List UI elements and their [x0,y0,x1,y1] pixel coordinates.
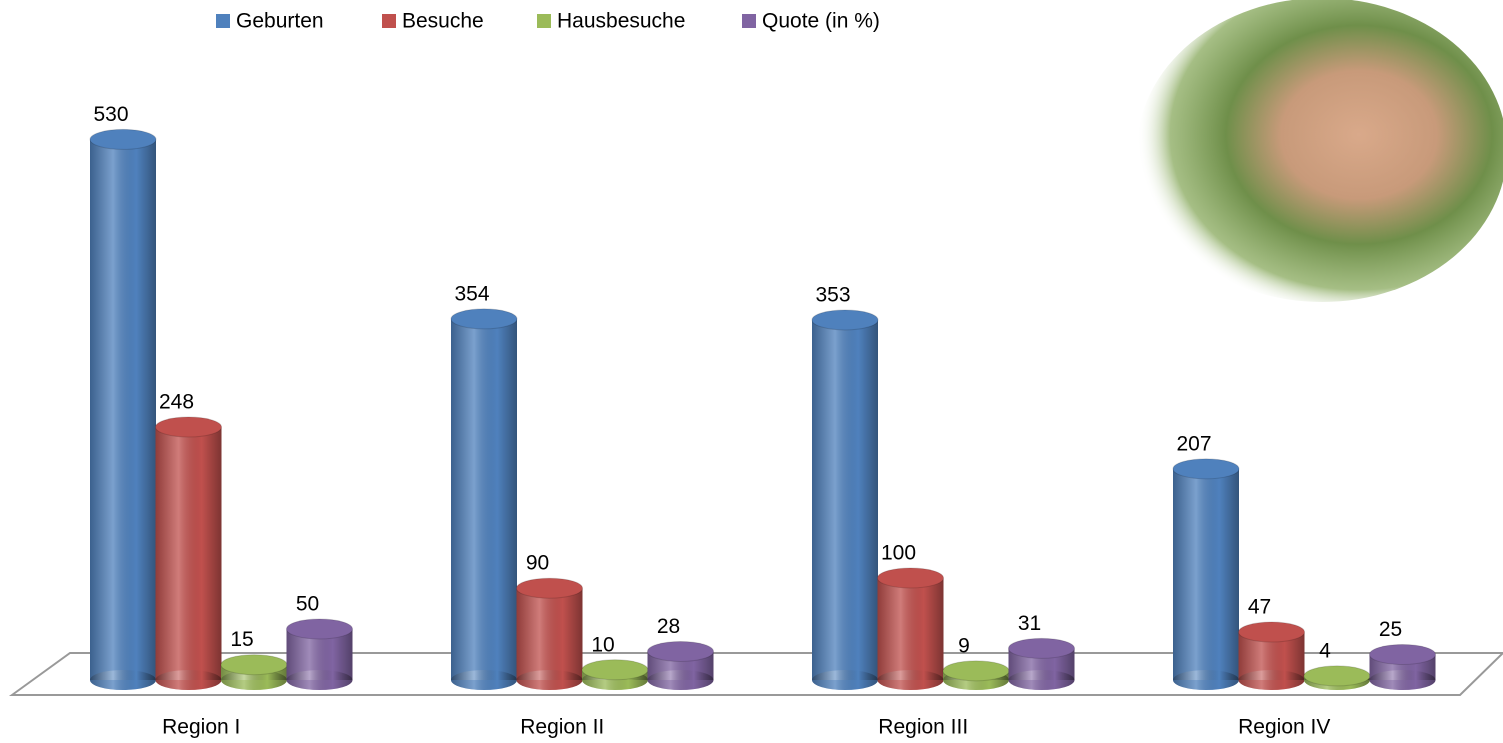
floor [8,652,1503,696]
bar-top [1238,621,1305,643]
x-tick-label: Region II [520,716,604,739]
data-label: 31 [1018,612,1041,635]
data-label: 47 [1248,596,1271,619]
bar-top [450,308,518,330]
data-label: 28 [657,615,680,638]
x-tick-label: Region IV [1238,716,1330,739]
bar-body-shade [516,588,583,680]
legend-label: Besuche [402,10,484,33]
bar-body-shade [877,578,944,680]
bar [811,309,879,690]
data-label: 9 [958,634,970,657]
legend-label: Hausbesuche [557,10,685,33]
legend-swatch [537,14,551,28]
bar-top [220,654,288,676]
bar [89,128,157,690]
bar-body-shade [90,139,156,680]
bar-top [942,660,1010,682]
data-label: 207 [1176,432,1211,455]
data-label: 15 [230,628,253,651]
bar [1172,458,1240,690]
bar [450,308,518,690]
bar [1008,637,1075,690]
data-label: 25 [1379,618,1402,641]
bar [647,640,714,690]
bar-top [89,128,157,150]
legend-swatch [742,14,756,28]
legend-label: Geburten [236,10,324,33]
bar-top [286,618,353,640]
legend-swatch [382,14,396,28]
bar-top [647,640,714,662]
data-label: 90 [526,552,549,575]
bar-body-shade [812,319,878,680]
data-label: 530 [93,103,128,126]
legend-label: Quote (in %) [762,10,880,33]
bar [581,659,649,690]
data-label: 10 [591,633,614,656]
bar-top [581,659,649,681]
photo [1137,0,1503,302]
data-label: 100 [881,542,916,565]
plot: Region I 530 248 15 50 Region II 354 90 10 28 Regi… [89,103,1436,739]
x-tick-label: Region III [878,716,968,739]
bar [220,654,288,690]
legend-swatch [216,14,230,28]
bar [1369,644,1436,690]
bar [155,416,222,690]
bar [942,660,1010,690]
data-label: 354 [454,282,489,305]
data-label: 4 [1319,639,1331,662]
bar [1303,665,1371,690]
bar-top [877,567,944,589]
bar-top [155,416,222,438]
bar [286,618,353,690]
bar-body-shade [451,318,517,680]
bar-top [1369,644,1436,665]
data-label: 50 [296,593,319,616]
bar [877,567,944,690]
bar [1238,621,1305,690]
bar-top [811,309,879,331]
bar [516,577,583,690]
bar-top [516,577,583,599]
x-tick-label: Region I [162,716,240,739]
bar-top [1008,637,1075,659]
bar-top [1172,458,1240,480]
bar-body-shade [155,427,222,680]
data-label: 353 [815,283,850,306]
bar-top [1303,665,1371,687]
data-label: 248 [159,391,194,414]
bar-body-shade [1173,468,1239,680]
legend: Geburten Besuche Hausbesuche Quote (in %) [216,10,880,33]
